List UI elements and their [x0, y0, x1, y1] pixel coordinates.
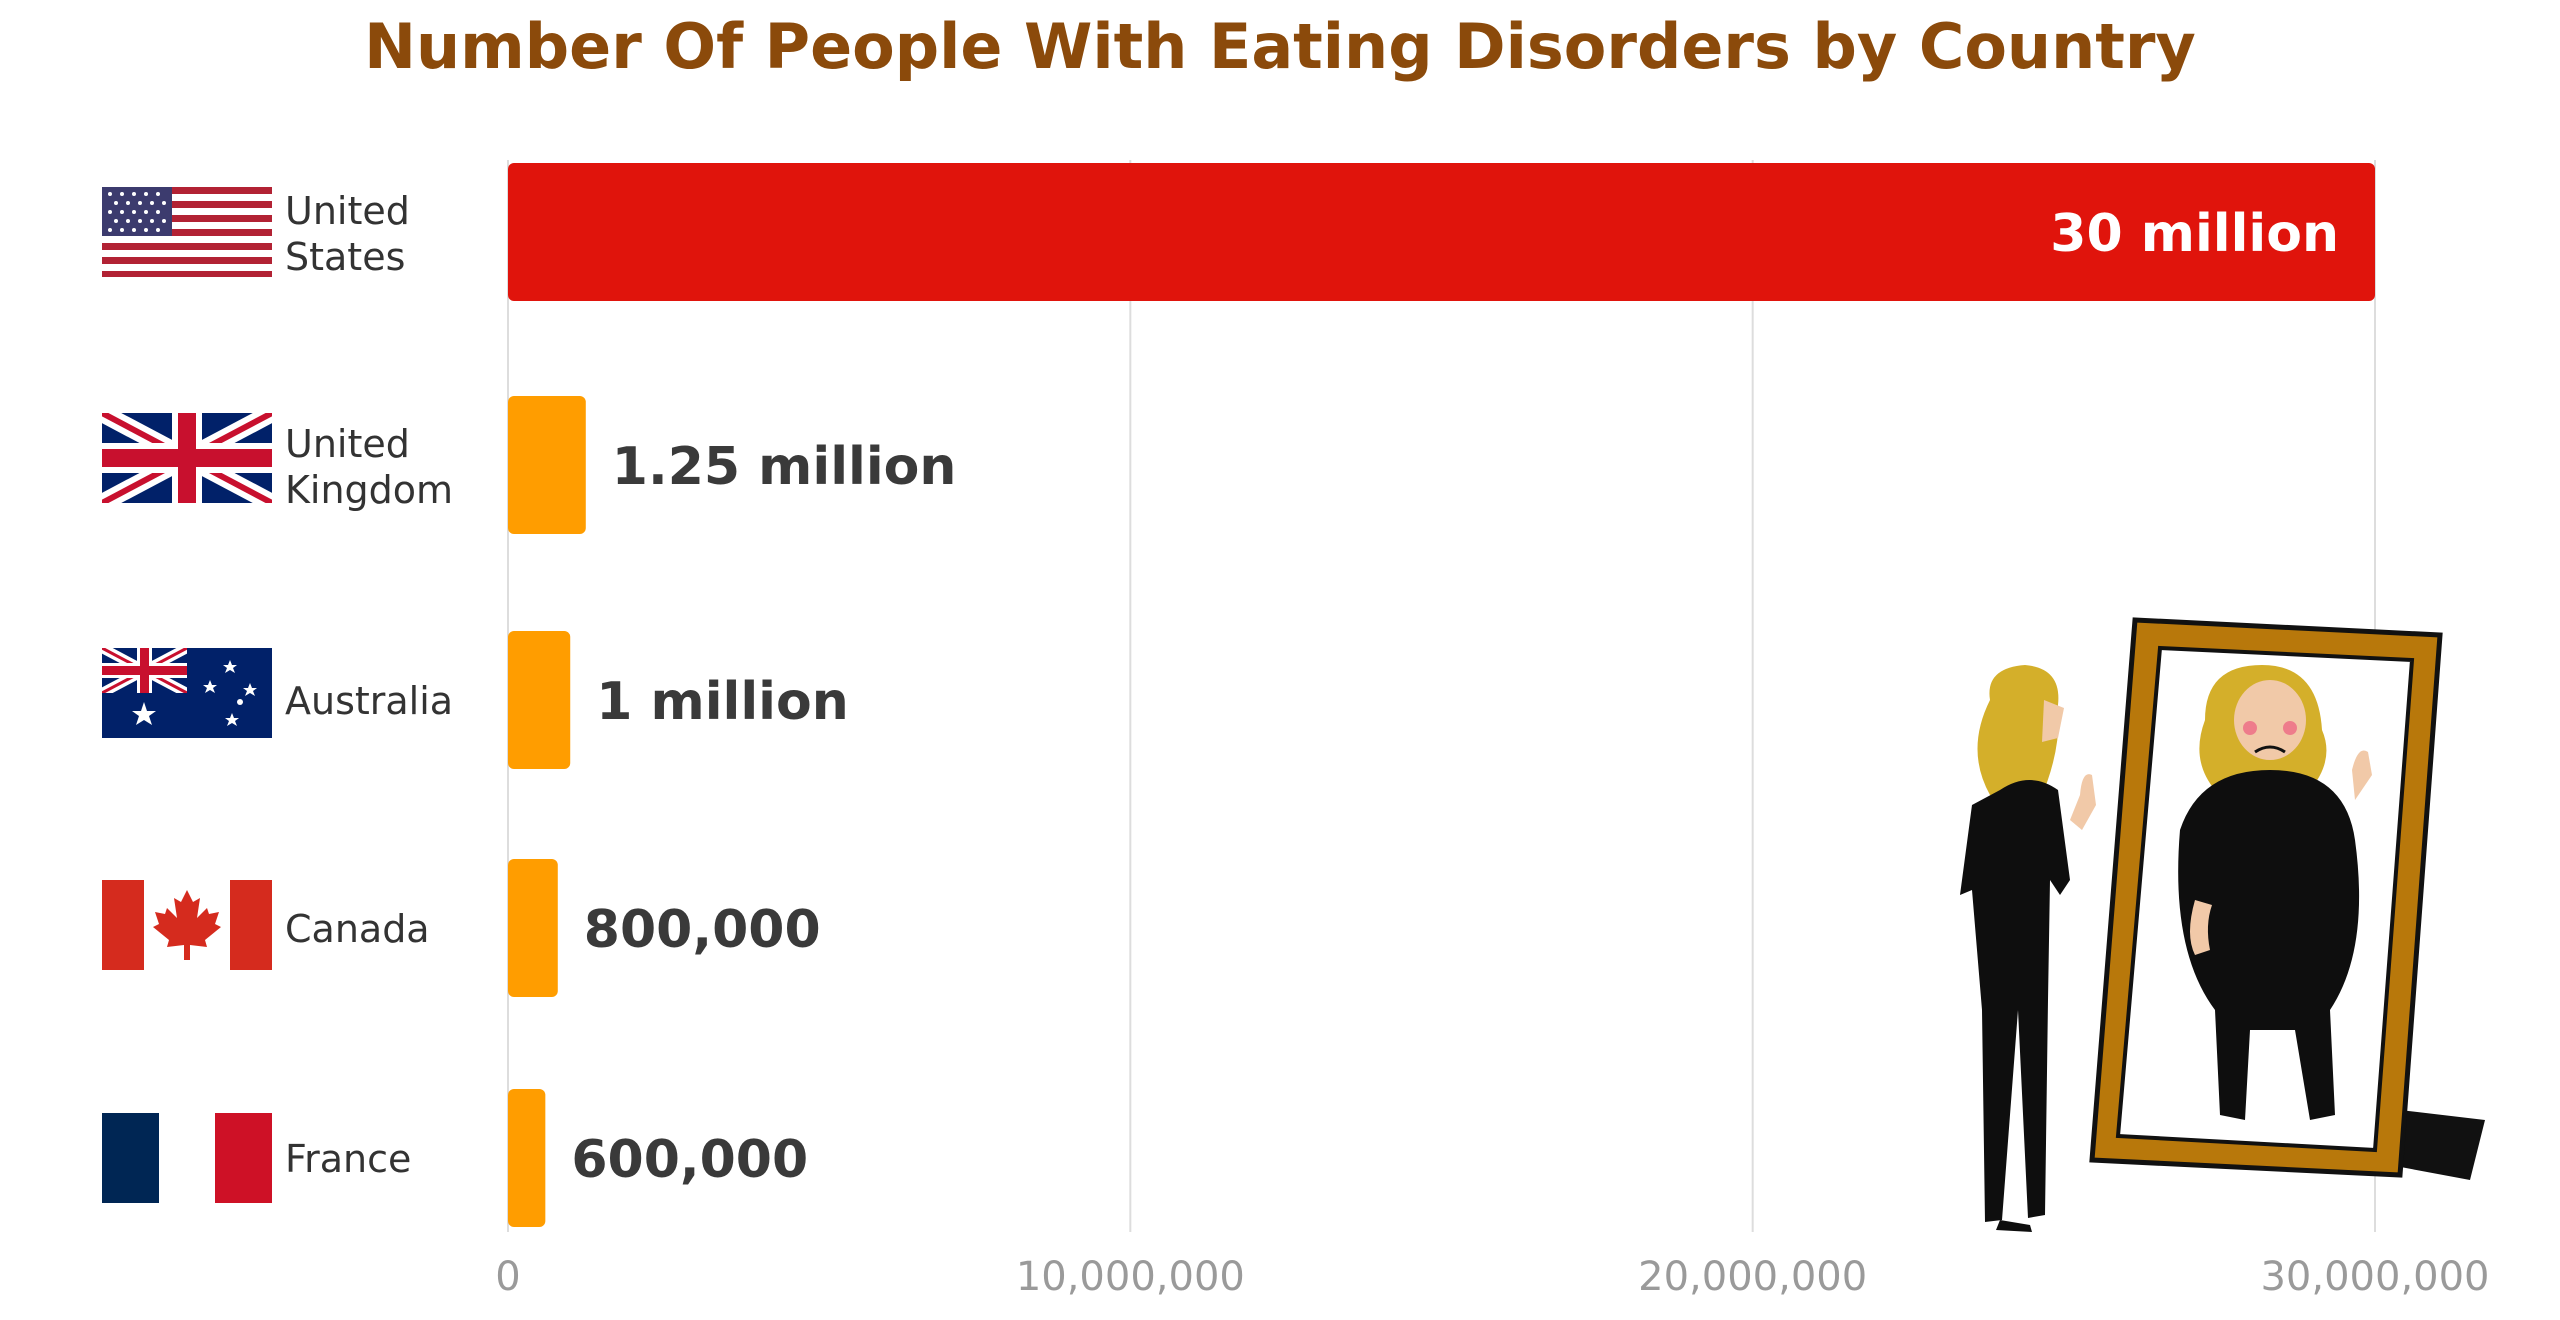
- france-flag-icon: [102, 1113, 272, 1203]
- category-labels: UnitedStatesUnitedKingdomAustraliaCanada…: [285, 189, 453, 1181]
- x-axis-ticks: 0 10,000,000 20,000,000 30,000,000: [495, 1254, 2489, 1300]
- uk-flag-icon: [102, 413, 272, 503]
- category-label: United: [285, 422, 410, 466]
- category-label: Kingdom: [285, 468, 453, 512]
- category-label: United: [285, 189, 410, 233]
- us-flag-icon: [102, 187, 272, 277]
- bars: [508, 163, 2375, 1227]
- bar-value-label: 600,000: [571, 1130, 808, 1190]
- woman-figure-icon: [1960, 665, 2096, 1232]
- value-labels: 30 million 1.25 million 1 million 800,000 60…: [571, 204, 2339, 1190]
- category-label: Australia: [285, 679, 453, 723]
- bar: [508, 396, 586, 534]
- canada-flag-icon: [102, 880, 272, 970]
- category-label: Canada: [285, 907, 430, 951]
- reflection-figure-icon: [2178, 665, 2372, 1120]
- x-tick-label: 30,000,000: [2260, 1254, 2489, 1300]
- bar: [508, 1089, 546, 1227]
- bar: [508, 859, 558, 997]
- x-tick-label: 0: [495, 1254, 520, 1300]
- bar-value-label: 30 million: [2050, 204, 2339, 264]
- bar-value-label: 1 million: [596, 672, 849, 732]
- bar: [508, 631, 571, 769]
- australia-flag-icon: [102, 648, 272, 738]
- category-label: France: [285, 1137, 411, 1181]
- bar-value-label: 800,000: [584, 900, 821, 960]
- x-tick-label: 20,000,000: [1638, 1254, 1867, 1300]
- category-label: States: [285, 235, 405, 279]
- x-tick-label: 10,000,000: [1016, 1254, 1245, 1300]
- bar: [508, 163, 2375, 301]
- chart-title: Number Of People With Eating Disorders b…: [364, 10, 2196, 83]
- mirror-illustration: [1960, 617, 2485, 1232]
- bar-value-label: 1.25 million: [612, 437, 957, 497]
